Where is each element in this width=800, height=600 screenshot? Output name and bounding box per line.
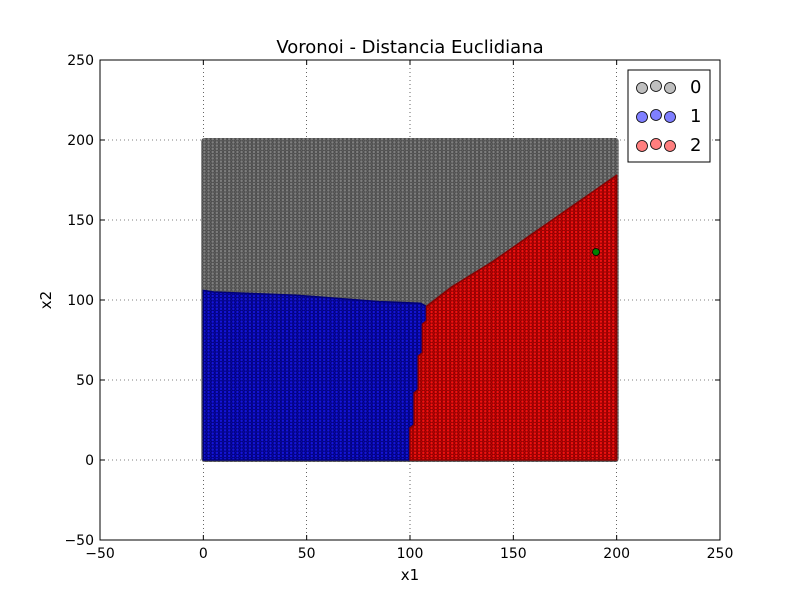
legend: 0 1 2: [627, 69, 711, 163]
legend-marker: [650, 138, 662, 150]
legend-marker: [664, 140, 676, 152]
scatter-regions: [201, 138, 619, 462]
x-tick-label: 150: [500, 546, 527, 562]
x-tick-label: 0: [199, 546, 208, 562]
legend-marker: [650, 109, 662, 121]
chart-title: Voronoi - Distancia Euclidiana: [276, 37, 543, 58]
legend-marker: [636, 111, 648, 123]
x-tick-label: 250: [707, 546, 734, 562]
y-tick-label: 50: [76, 373, 94, 389]
legend-marker: [664, 111, 676, 123]
region-class-2: [409, 174, 618, 461]
x-tick-label: 200: [603, 546, 630, 562]
legend-marker: [650, 80, 662, 92]
highlight-point: [592, 248, 600, 256]
axis-ticks: [99, 59, 721, 541]
y-tick-label: 100: [67, 293, 94, 309]
y-axis-label: x2: [37, 291, 55, 309]
y-tick-label: 200: [67, 133, 94, 149]
x-tick-label: −50: [85, 546, 115, 562]
x-tick-label: 50: [298, 546, 316, 562]
legend-label: 1: [690, 106, 701, 127]
region-class-1: [202, 289, 428, 461]
y-tick-label: −50: [64, 533, 94, 549]
legend-label: 0: [690, 77, 701, 98]
y-tick-label: 150: [67, 213, 94, 229]
x-axis-label: x1: [401, 566, 419, 584]
legend-marker: [664, 82, 676, 94]
y-tick-label: 0: [85, 453, 94, 469]
y-tick-label: 250: [67, 53, 94, 69]
x-tick-label: 100: [397, 546, 424, 562]
tick-labels: −50 0 50 100 150 200 250 −50 0 50 100 150 200 250: [64, 53, 733, 562]
legend-marker: [636, 82, 648, 94]
legend-label: 2: [690, 135, 701, 156]
legend-marker: [636, 140, 648, 152]
highlight-points: [592, 248, 600, 256]
